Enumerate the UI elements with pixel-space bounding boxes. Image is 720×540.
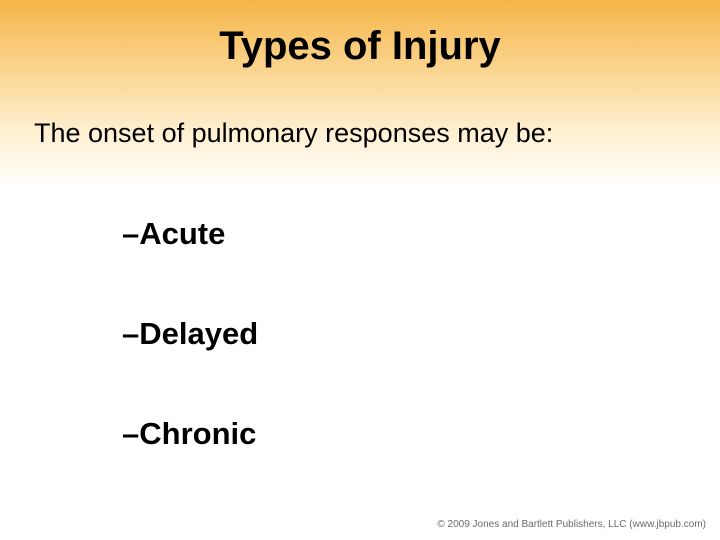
- slide-subtitle: The onset of pulmonary responses may be:: [34, 118, 553, 149]
- bullet-item: –Chronic: [122, 416, 256, 452]
- slide: Types of Injury The onset of pulmonary r…: [0, 0, 720, 540]
- slide-title: Types of Injury: [0, 24, 720, 69]
- copyright-footer: © 2009 Jones and Bartlett Publishers, LL…: [437, 519, 706, 530]
- bullet-item: –Acute: [122, 216, 225, 252]
- bullet-item: –Delayed: [122, 316, 258, 352]
